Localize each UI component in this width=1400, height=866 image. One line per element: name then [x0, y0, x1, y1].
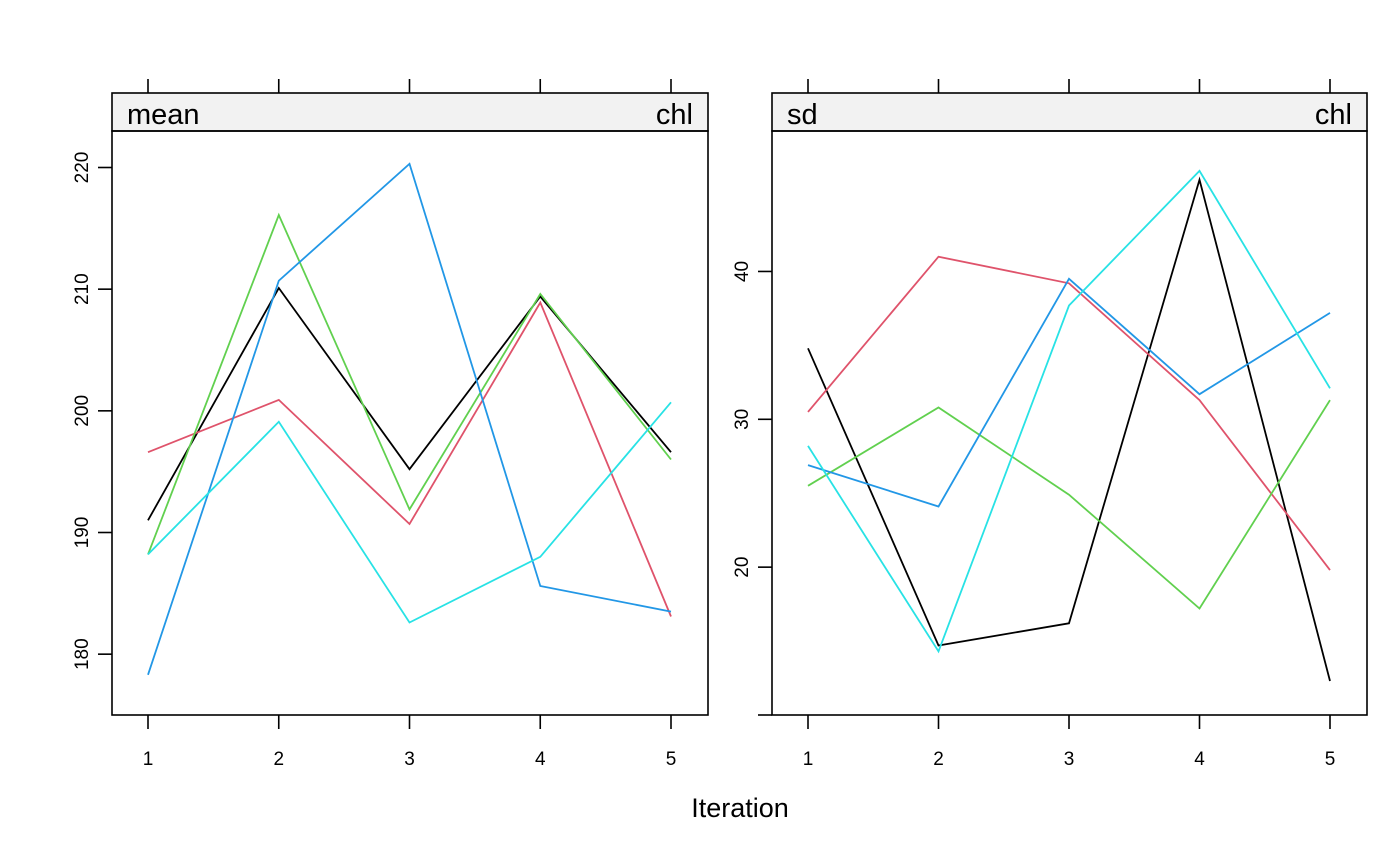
panel-mean-ticks: 1 2 3 4 5 180 190 200 210 220 — [72, 79, 676, 770]
panel-mean-series-line-1 — [147, 286, 672, 521]
panel-sd-y-tick-label: 40 — [732, 261, 753, 282]
panel-sd-y-tick-label: 30 — [732, 409, 753, 430]
panel-sd-x-tick-label: 3 — [1064, 749, 1075, 770]
panel-sd-series-line-4 — [807, 277, 1331, 508]
panel-sd-series-line-3 — [807, 399, 1331, 610]
panel-mean-strip-label: mean — [127, 99, 200, 131]
panel-sd-strip-label: sd — [787, 99, 818, 131]
panel-mean-y-tick-label: 200 — [72, 395, 93, 427]
panel-sd-series-line-1 — [807, 176, 1331, 682]
panel-sd: sd chl 1 2 3 4 5 20 30 40 — [732, 79, 1368, 770]
x-axis-label: Iteration — [691, 793, 789, 823]
panel-sd-x-tick-label: 5 — [1325, 749, 1336, 770]
panel-mean-x-tick-label: 1 — [143, 749, 154, 770]
panel-mean-x-tick-label: 3 — [404, 749, 415, 770]
panel-mean-y-tick-label: 220 — [72, 152, 93, 184]
panel-mean-x-tick-label: 5 — [666, 749, 677, 770]
panel-sd-strip — [771, 92, 1368, 132]
panel-mean-series-line-4 — [147, 162, 672, 676]
panel-sd-series-line-2 — [807, 255, 1331, 571]
panel-mean-y-tick-label: 190 — [72, 517, 93, 549]
panel-mean-plot-area — [111, 130, 709, 716]
panel-mean-series-line-3 — [147, 212, 672, 555]
panel-mean-lines — [147, 162, 672, 676]
panel-sd-x-tick-label: 4 — [1194, 749, 1205, 770]
panel-mean-y-tick-label: 210 — [72, 273, 93, 305]
panel-sd-plot-area — [771, 130, 1368, 716]
panel-mean-x-tick-label: 4 — [535, 749, 546, 770]
panel-mean-x-tick-label: 2 — [273, 749, 284, 770]
panel-sd-x-tick-label: 1 — [803, 749, 814, 770]
panel-sd-series-line-5 — [807, 169, 1331, 654]
panel-mean: mean chl 1 2 3 4 5 180 190 200 210 220 — [72, 79, 709, 770]
panel-mean-series-line-2 — [147, 300, 672, 617]
panel-sd-strip-variable: chl — [1315, 99, 1352, 131]
panel-mean-strip — [111, 92, 709, 132]
panel-sd-x-tick-label: 2 — [933, 749, 944, 770]
panel-mean-strip-variable: chl — [656, 99, 693, 131]
panel-sd-y-tick-label: 20 — [732, 557, 753, 578]
panel-sd-ticks: 1 2 3 4 5 20 30 40 — [732, 79, 1335, 770]
panel-mean-series-line-5 — [147, 401, 672, 624]
panel-sd-lines — [807, 169, 1331, 682]
panel-mean-y-tick-label: 180 — [72, 638, 93, 670]
